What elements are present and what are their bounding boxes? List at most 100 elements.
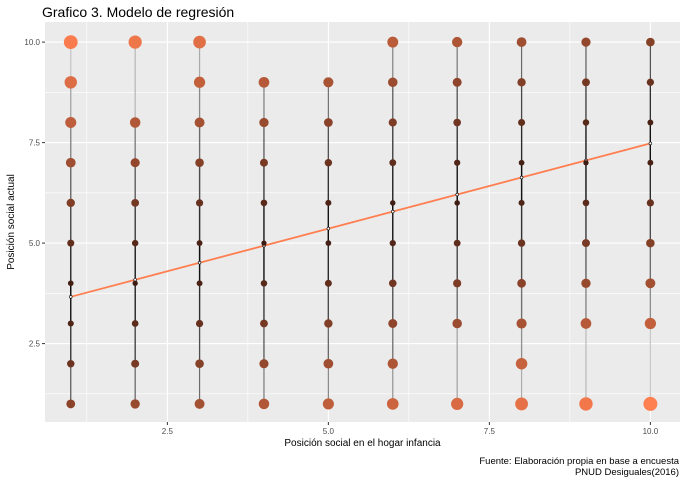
data-point <box>324 319 333 328</box>
data-point <box>388 279 397 288</box>
data-point <box>67 239 75 247</box>
data-point <box>63 35 78 49</box>
data-point <box>67 280 74 287</box>
data-point <box>451 397 464 411</box>
fitted-point <box>197 261 202 265</box>
fitted-point <box>326 226 331 231</box>
data-point <box>325 240 332 246</box>
data-point <box>518 118 526 127</box>
data-point <box>581 278 591 288</box>
plot-panel <box>45 22 680 422</box>
data-point <box>647 159 654 166</box>
data-point <box>323 77 334 88</box>
data-point <box>131 239 139 247</box>
data-point <box>259 158 268 167</box>
x-axis-label: Posición social en el hogar infancia <box>284 438 441 449</box>
x-tick-label: 7.5 <box>484 427 496 436</box>
data-point <box>195 199 204 207</box>
fitted-point <box>69 295 73 299</box>
data-point <box>128 35 142 49</box>
chart-title: Grafico 3. Modelo de regresión <box>42 4 235 20</box>
data-point <box>129 117 141 128</box>
data-point <box>453 118 461 127</box>
data-point <box>583 160 589 166</box>
caption-source: Fuente: Elaboración propia en base a enc… <box>479 456 679 467</box>
fitted-point <box>648 141 653 146</box>
data-point <box>515 397 528 411</box>
data-point <box>325 199 332 206</box>
fitted-point <box>455 192 459 197</box>
data-point <box>518 199 525 206</box>
data-point <box>387 358 398 369</box>
data-point <box>517 78 526 87</box>
data-point <box>645 278 656 289</box>
x-tick-label: 2.5 <box>162 427 174 436</box>
data-point <box>195 158 204 167</box>
fitted-point <box>391 209 395 214</box>
y-axis-label: Posición social actual <box>6 174 17 270</box>
data-point <box>131 320 139 327</box>
data-point <box>646 37 655 47</box>
data-point <box>516 318 527 329</box>
data-point <box>261 240 267 246</box>
data-point <box>582 119 590 126</box>
data-point <box>517 278 526 288</box>
data-point <box>65 157 76 168</box>
data-point <box>195 319 204 328</box>
data-point <box>388 319 398 328</box>
regression-line <box>70 142 651 298</box>
data-point <box>324 158 333 167</box>
data-point <box>453 239 461 247</box>
data-point <box>195 359 204 369</box>
data-point <box>258 76 270 88</box>
y-tick-label: 2.5 <box>29 340 41 349</box>
data-point <box>66 198 75 208</box>
data-point <box>130 158 140 168</box>
data-point <box>67 359 75 368</box>
data-point <box>517 239 526 247</box>
x-tick-label: 10.0 <box>643 427 659 436</box>
data-point <box>259 117 269 128</box>
data-point <box>322 398 334 410</box>
data-point <box>582 199 590 207</box>
data-point <box>131 359 140 368</box>
data-point <box>260 280 268 287</box>
data-point <box>452 36 463 48</box>
data-point <box>516 37 527 47</box>
data-point <box>259 359 269 369</box>
fitted-point <box>519 175 524 180</box>
data-point <box>132 280 138 286</box>
data-point <box>324 279 332 287</box>
data-point <box>390 200 396 206</box>
data-point <box>66 399 76 409</box>
y-tick-label: 5.0 <box>29 239 41 248</box>
data-point <box>580 318 592 329</box>
data-point <box>387 36 399 48</box>
data-point <box>67 320 74 327</box>
data-point <box>644 317 657 330</box>
data-point <box>646 78 655 86</box>
data-point <box>193 76 206 88</box>
data-point <box>131 199 140 207</box>
data-point <box>196 280 203 287</box>
data-point <box>518 159 525 166</box>
y-tick-label: 7.5 <box>29 139 41 148</box>
data-point <box>647 119 654 126</box>
data-point <box>323 118 333 127</box>
y-tick-label: 10.0 <box>24 38 40 47</box>
data-point <box>454 159 461 166</box>
data-point <box>452 318 462 329</box>
data-point <box>581 239 590 248</box>
data-point <box>389 159 397 167</box>
data-point <box>194 398 205 409</box>
data-point <box>65 116 77 129</box>
data-point <box>388 118 397 127</box>
data-point <box>130 399 140 409</box>
data-point <box>453 279 462 288</box>
data-point <box>260 319 268 328</box>
data-point <box>64 76 77 89</box>
data-point <box>581 37 591 47</box>
data-point <box>454 200 460 206</box>
x-tick-label: 5.0 <box>323 427 335 436</box>
